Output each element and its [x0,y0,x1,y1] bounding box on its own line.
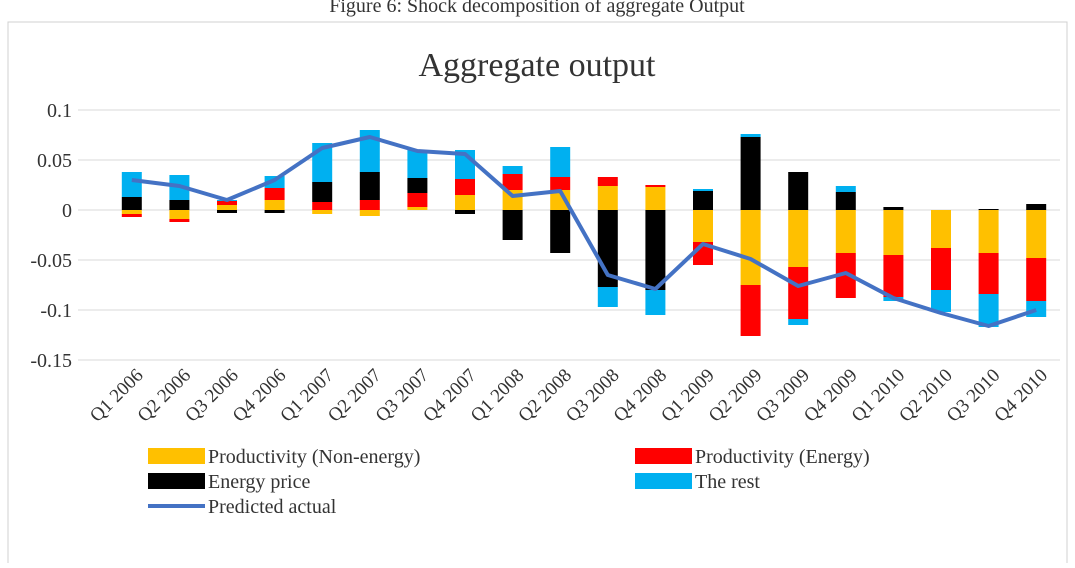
legend-label: The rest [695,471,760,493]
y-tick-label: 0.05 [37,150,72,172]
bar [550,210,571,253]
y-tick-label: -0.15 [30,350,72,372]
bar [693,210,713,242]
legend-label: Energy price [208,471,310,493]
bar [217,201,237,205]
bar [740,285,761,336]
bar [312,202,333,210]
bar [597,177,618,186]
bar [835,192,856,210]
bar [455,179,475,195]
bar [978,253,999,294]
bar [693,191,713,210]
bar [407,150,428,178]
bar [455,195,475,210]
bar [788,210,809,267]
bar [788,319,809,325]
bar [978,210,999,253]
y-tick-label: 0.1 [47,100,72,122]
bar [835,210,856,253]
legend-swatch [635,448,692,464]
bar [835,186,856,192]
bar [169,210,190,219]
y-tick-label: 0 [62,200,72,222]
bar [121,214,142,217]
bar [121,197,142,210]
y-tick-label: -0.05 [30,250,72,272]
legend-swatch [148,473,205,489]
bar [1026,258,1047,301]
bar [550,177,571,190]
line [131,135,1037,328]
bar [407,207,428,210]
bar [502,174,523,190]
bar [264,188,285,200]
bar [264,200,285,210]
bar [740,137,761,210]
legend-swatch [635,473,692,489]
bar [788,267,809,319]
bar [1026,301,1047,317]
bar [550,147,571,177]
bar [312,182,333,202]
caption: Figure 6: Shock decomposition of aggrega… [329,0,745,17]
bar [693,189,713,191]
bar [740,134,761,137]
bar [359,200,380,210]
legend-label: Predicted actual [208,496,337,518]
bar [359,172,380,200]
bar [883,210,904,255]
bar [835,253,856,298]
bar [883,255,904,297]
bar [121,172,142,197]
bar [788,172,809,210]
bar [407,193,428,207]
bar [931,290,951,312]
bar [931,210,951,248]
bar [1026,210,1047,258]
bar [1026,204,1047,210]
bar [550,190,571,210]
bar [121,210,142,214]
bar [978,294,999,327]
bar [455,210,475,214]
bar [502,190,523,210]
bar [597,287,618,307]
bar [645,187,666,210]
bar [169,200,190,210]
legend-label: Productivity (Non-energy) [208,446,420,468]
bar [645,185,666,187]
bar [645,290,666,315]
y-tick-label: -0.1 [40,300,72,322]
bar [978,209,999,210]
bar [217,205,237,210]
bar [264,210,285,213]
legend-swatch [148,448,205,464]
bar [502,166,523,174]
x-tick-label: Q4 2010 [990,365,1052,427]
bar [407,178,428,193]
bar [931,248,951,290]
bar [597,186,618,210]
bar [169,219,190,222]
bar [645,210,666,290]
bar [359,210,380,216]
bar [217,210,237,213]
bar [312,210,333,214]
chart-title: Aggregate output [419,47,657,84]
bar [740,210,761,285]
legend-label: Productivity (Energy) [695,446,870,468]
bar [883,207,904,210]
bar [502,210,523,240]
